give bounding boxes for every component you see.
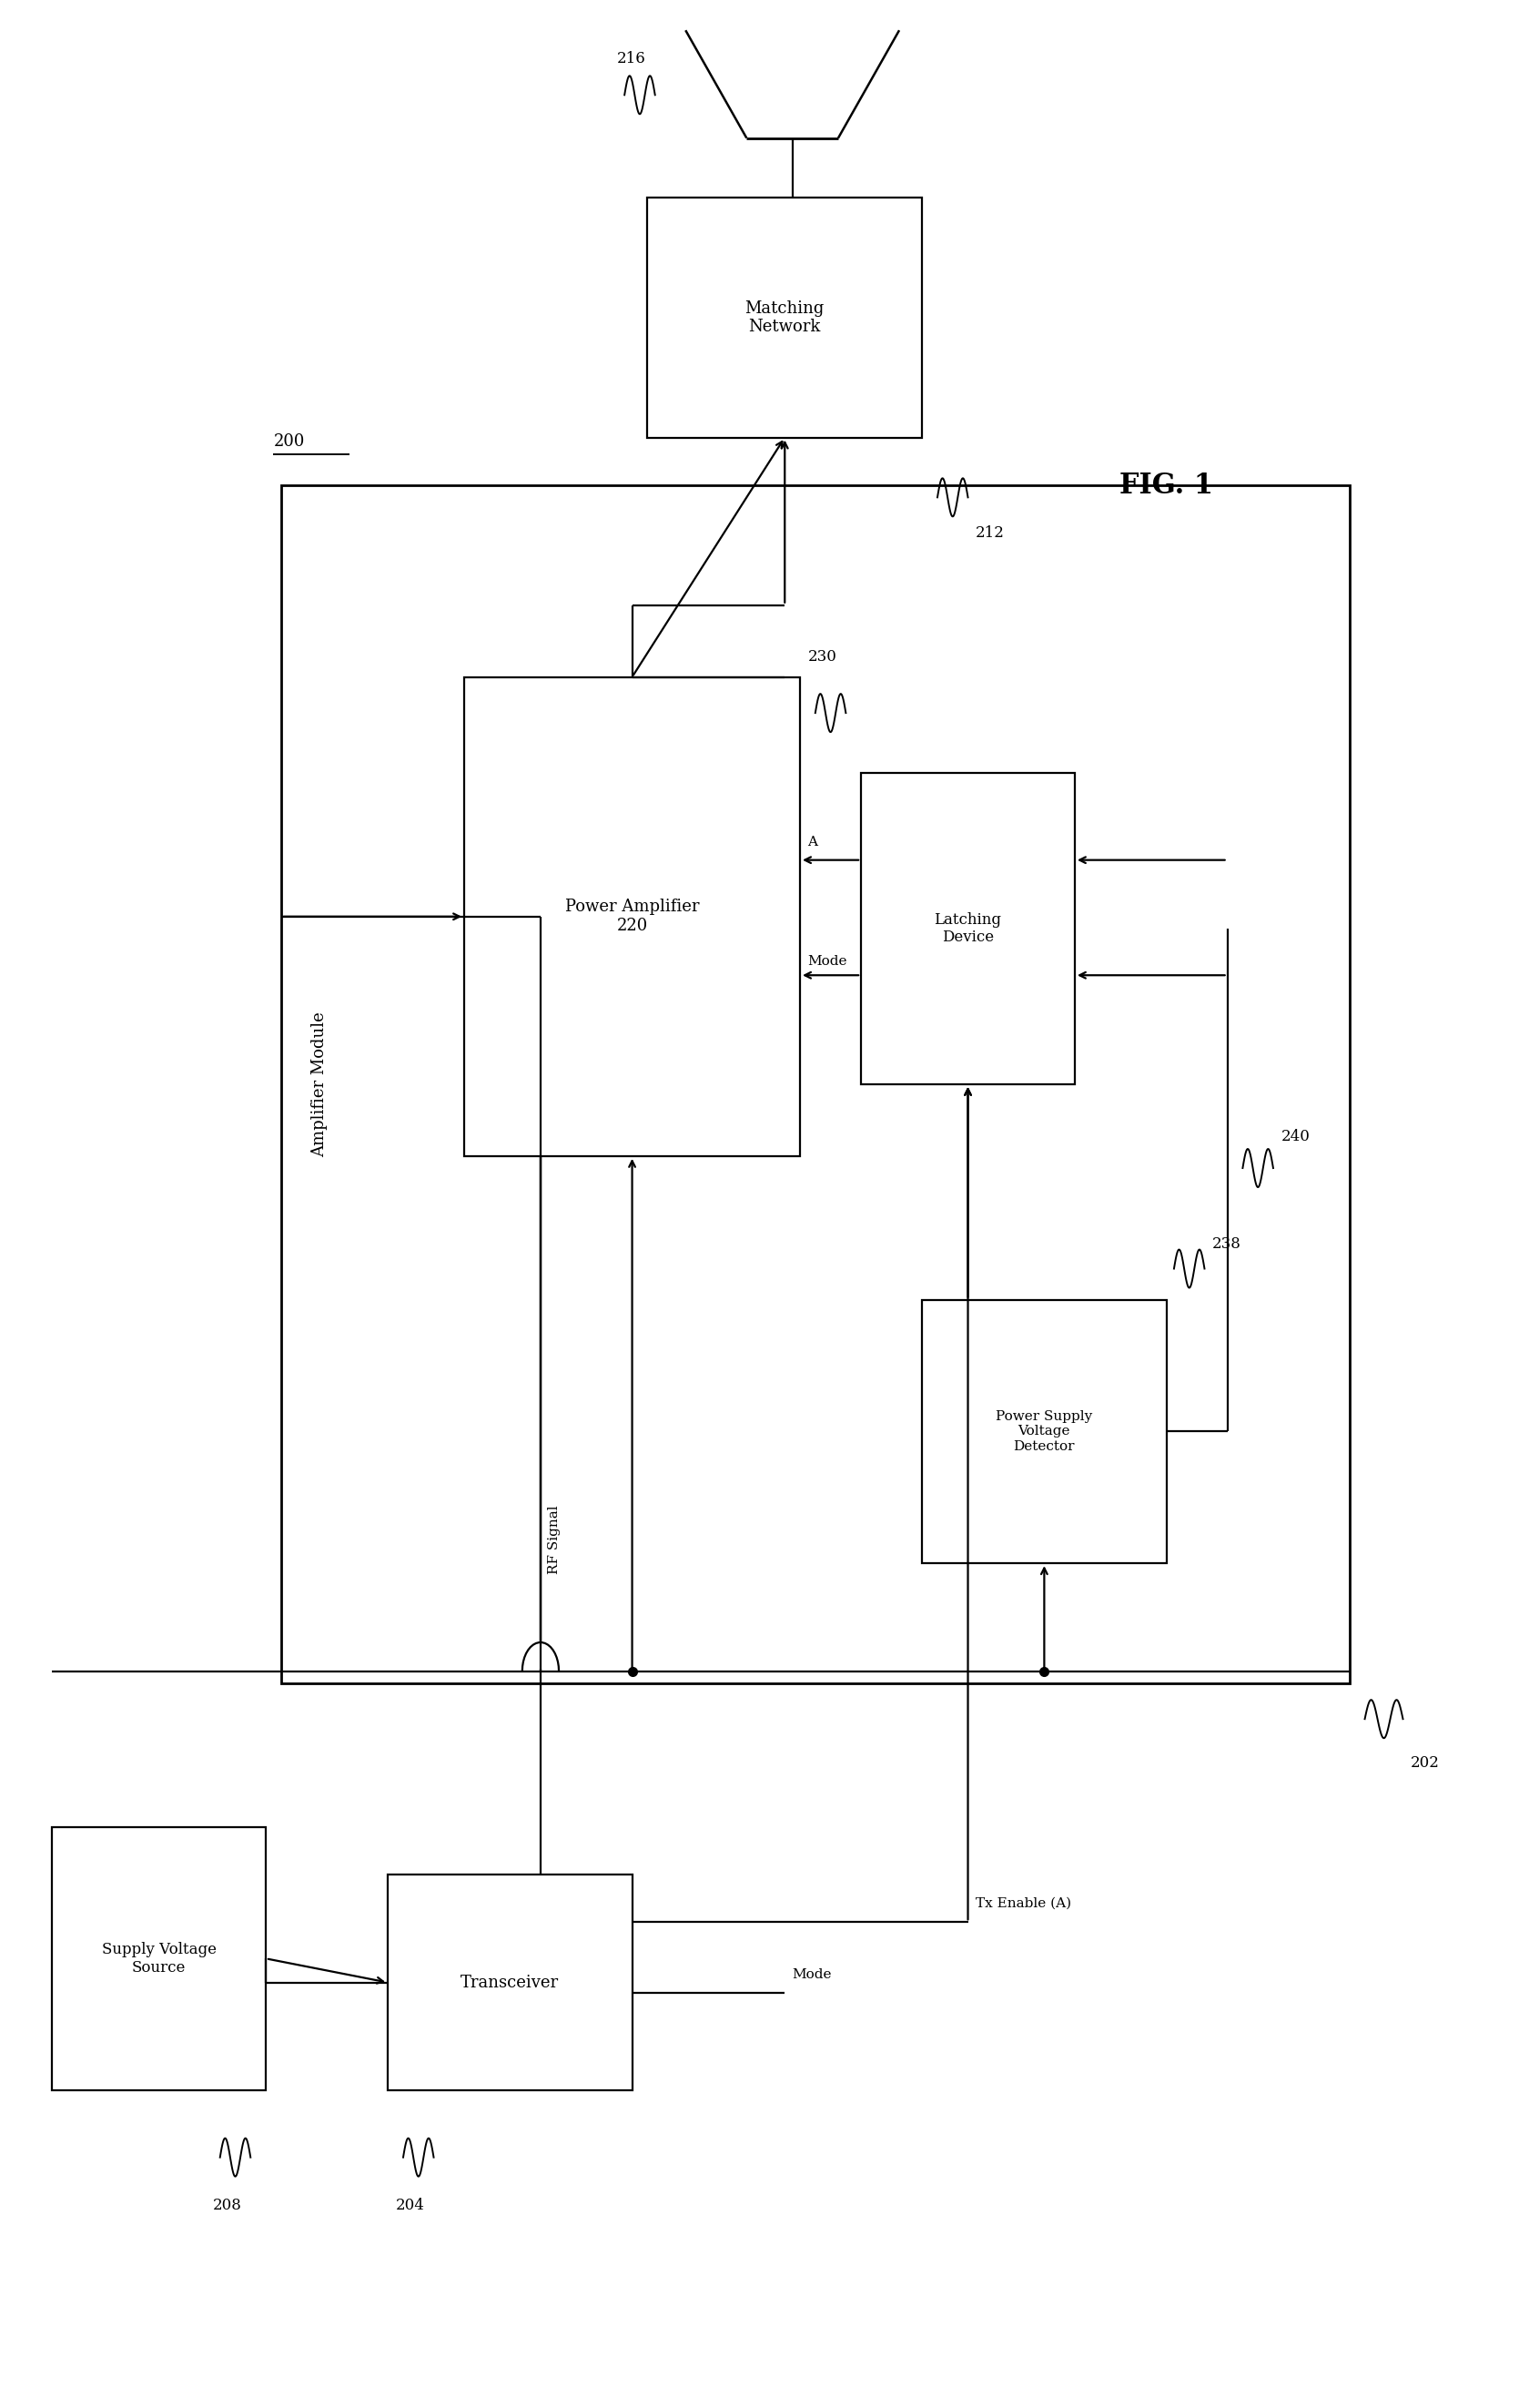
Text: Power Amplifier
220: Power Amplifier 220 (565, 898, 699, 934)
Text: Power Supply
Voltage
Detector: Power Supply Voltage Detector (996, 1411, 1093, 1452)
Text: Matching
Network: Matching Network (745, 301, 825, 335)
Text: 208: 208 (212, 2199, 242, 2213)
Text: Mode: Mode (793, 1970, 833, 1982)
Text: 212: 212 (976, 525, 1005, 542)
Bar (465, 677, 800, 1156)
Text: 230: 230 (808, 650, 837, 665)
Bar (282, 486, 1350, 1683)
Bar (388, 1876, 633, 2090)
Text: Amplifier Module: Amplifier Module (311, 1011, 328, 1156)
Text: Transceiver: Transceiver (460, 1975, 559, 1991)
Text: 238: 238 (1213, 1235, 1240, 1252)
Text: 200: 200 (274, 433, 305, 450)
Text: A: A (808, 836, 817, 848)
Bar (648, 197, 922, 438)
Bar (52, 1828, 266, 2090)
Text: 204: 204 (396, 2199, 425, 2213)
Text: RF Signal: RF Signal (548, 1505, 560, 1575)
Text: Latching
Device: Latching Device (934, 913, 1002, 946)
Text: Mode: Mode (808, 956, 848, 968)
Text: 202: 202 (1411, 1755, 1439, 1770)
Text: Tx Enable (A): Tx Enable (A) (976, 1898, 1071, 1910)
Text: 240: 240 (1280, 1129, 1310, 1144)
Bar (862, 773, 1074, 1084)
Bar (922, 1300, 1167, 1563)
Text: 216: 216 (617, 51, 646, 65)
Text: Supply Voltage
Source: Supply Voltage Source (102, 1941, 217, 1975)
Text: FIG. 1: FIG. 1 (1119, 472, 1213, 498)
